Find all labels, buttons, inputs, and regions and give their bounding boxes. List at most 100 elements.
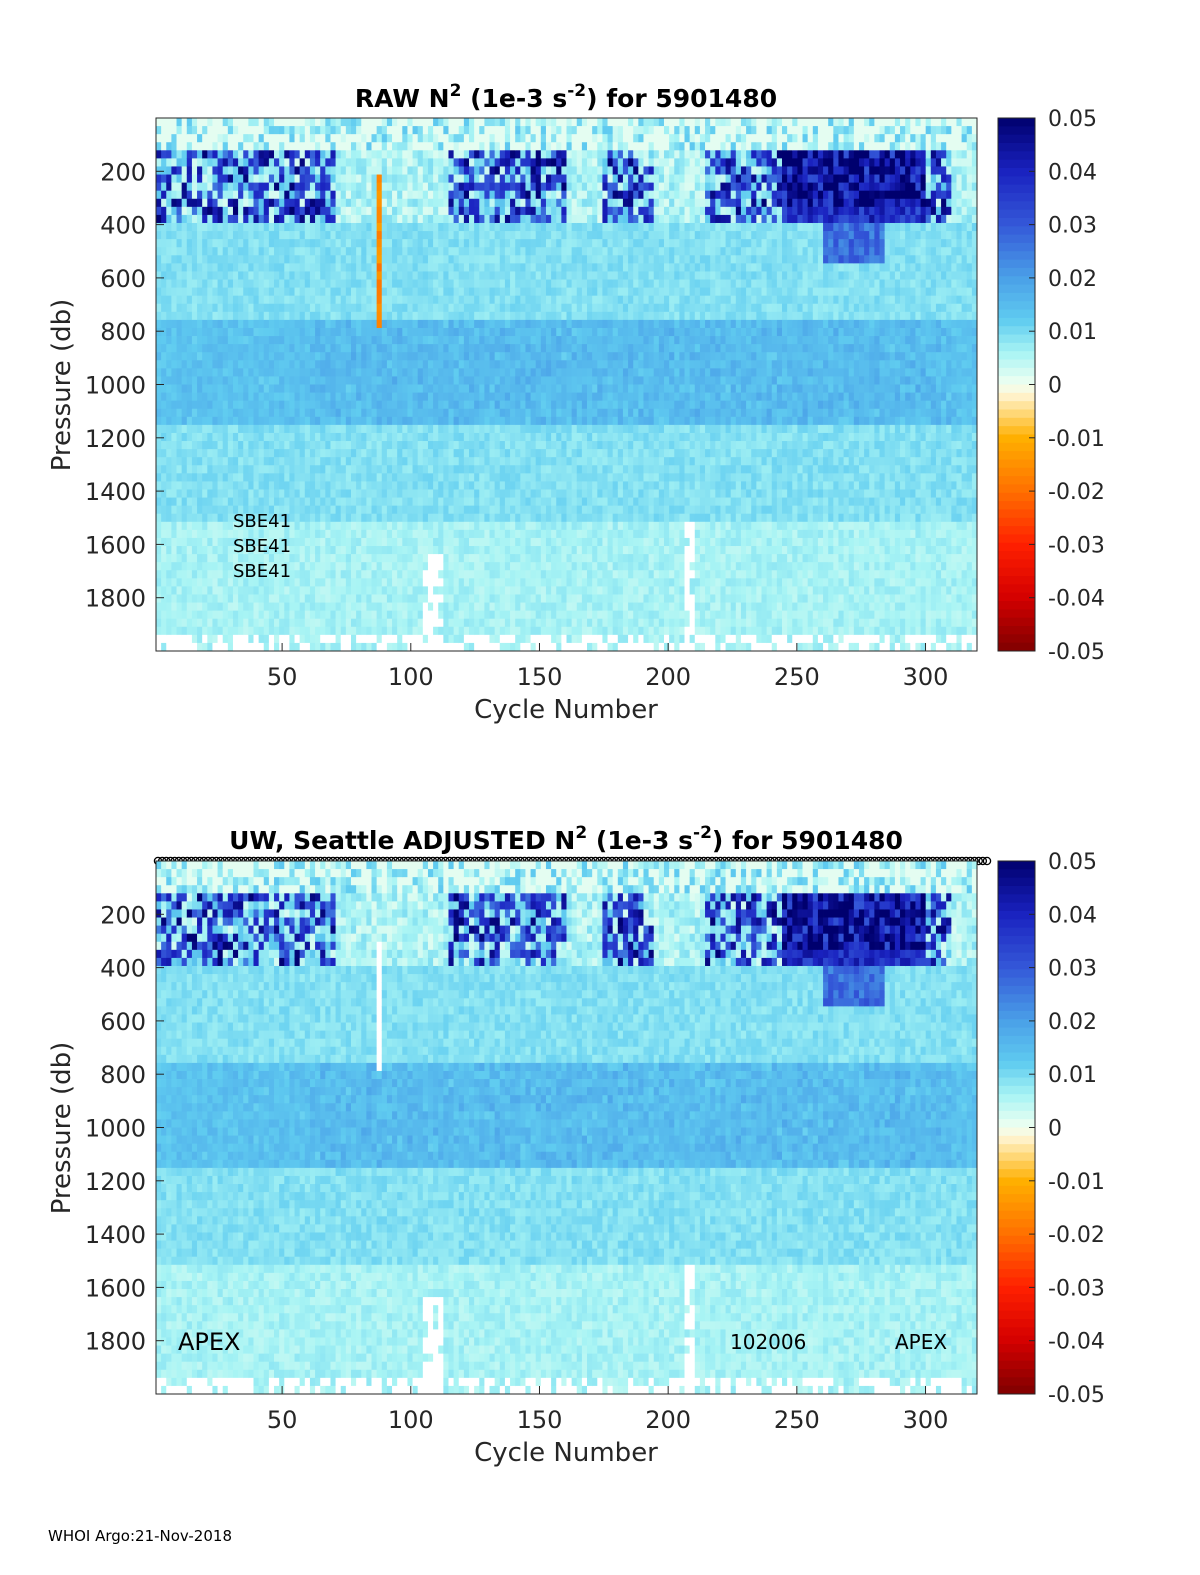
heatmap-cell: [407, 602, 413, 612]
heatmap-cell: [356, 344, 362, 353]
heatmap-cell: [515, 626, 521, 636]
heatmap-cell: [397, 618, 403, 628]
heatmap-cell: [166, 529, 172, 539]
heatmap-cell: [448, 263, 455, 272]
heatmap-cell: [320, 578, 326, 587]
heatmap-cell: [340, 239, 347, 248]
heatmap-cell: [207, 537, 213, 547]
heatmap-cell: [443, 263, 449, 272]
heatmap-cell: [315, 554, 321, 563]
heatmap-cell: [274, 424, 280, 434]
heatmap-cell: [171, 344, 177, 353]
heatmap-cell: [253, 336, 260, 345]
heatmap-cell: [381, 360, 388, 369]
heatmap-cell: [397, 642, 403, 652]
heatmap-cell: [161, 134, 167, 143]
heatmap-cell: [499, 642, 506, 652]
heatmap-cell: [402, 206, 408, 216]
heatmap-cell: [443, 166, 449, 175]
heatmap-cell: [171, 198, 177, 208]
heatmap-cell: [325, 142, 331, 151]
heatmap-cell: [335, 408, 342, 418]
heatmap-cell: [222, 134, 229, 143]
heatmap-cell: [274, 239, 280, 248]
heatmap-cell: [304, 190, 311, 200]
heatmap-cell: [284, 537, 290, 547]
heatmap-cell: [474, 634, 480, 644]
heatmap-cell: [530, 610, 537, 620]
heatmap-cell: [304, 336, 311, 345]
heatmap-cell: [217, 505, 224, 515]
heatmap-cell: [489, 618, 496, 628]
heatmap-cell: [504, 295, 511, 305]
heatmap-cell: [361, 336, 367, 345]
heatmap-cell: [202, 360, 208, 369]
heatmap-cell: [438, 344, 444, 353]
heatmap-cell: [335, 537, 342, 547]
heatmap-cell: [525, 150, 531, 159]
heatmap-cell: [330, 182, 336, 192]
heatmap-cell: [525, 368, 531, 377]
heatmap-cell: [156, 505, 162, 515]
heatmap-cell: [422, 263, 429, 272]
heatmap-cell: [258, 206, 265, 216]
heatmap-cell: [345, 513, 352, 523]
heatmap-cell: [299, 182, 306, 192]
heatmap-cell: [309, 392, 316, 402]
heatmap-cell: [402, 222, 408, 232]
heatmap-cell: [315, 537, 321, 547]
heatmap-cell: [515, 158, 521, 167]
heatmap-cell: [186, 529, 193, 539]
heatmap-cell: [274, 554, 280, 563]
heatmap-cell: [458, 424, 465, 434]
heatmap-cell: [222, 618, 229, 628]
heatmap-cell: [222, 424, 229, 434]
heatmap-cell: [535, 311, 542, 321]
heatmap-cell: [510, 311, 516, 321]
heatmap-cell: [248, 570, 254, 579]
heatmap-cell: [402, 473, 408, 482]
heatmap-cell: [212, 206, 218, 216]
heatmap-cell: [274, 352, 280, 361]
heatmap-cell: [535, 554, 542, 563]
heatmap-cell: [309, 327, 316, 337]
heatmap-cell: [294, 344, 301, 353]
heatmap-cell: [515, 432, 521, 442]
heatmap-cell: [350, 150, 357, 159]
heatmap-cell: [166, 368, 172, 377]
heatmap-cell: [263, 336, 270, 345]
heatmap-cell: [258, 311, 265, 321]
heatmap-cell: [356, 376, 362, 385]
heatmap-cell: [304, 424, 311, 434]
heatmap-cell: [202, 554, 208, 563]
heatmap-cell: [397, 537, 403, 547]
heatmap-cell: [315, 416, 321, 426]
heatmap-cell: [330, 214, 336, 224]
heatmap-cell: [499, 505, 506, 515]
heatmap-cell: [535, 263, 542, 272]
heatmap-cell: [356, 578, 362, 587]
heatmap-cell: [381, 214, 388, 224]
heatmap-cell: [469, 118, 475, 127]
heatmap-cell: [340, 384, 347, 393]
heatmap-cell: [222, 287, 229, 297]
heatmap-cell: [417, 513, 424, 523]
heatmap-cell: [397, 134, 403, 143]
heatmap-cell: [202, 182, 208, 192]
heatmap-cell: [191, 368, 198, 377]
heatmap-cell: [412, 126, 419, 135]
heatmap-cell: [381, 489, 388, 498]
heatmap-cell: [232, 384, 239, 393]
heatmap-cell: [510, 626, 516, 636]
heatmap-cell: [366, 602, 372, 612]
heatmap-cell: [402, 279, 408, 288]
heatmap-cell: [525, 344, 531, 353]
heatmap-cell: [402, 586, 408, 595]
heatmap-cell: [407, 263, 413, 272]
heatmap-cell: [386, 626, 393, 636]
heatmap-cell: [525, 311, 531, 321]
heatmap-cell: [469, 198, 475, 208]
heatmap-cell: [479, 481, 485, 490]
heatmap-cell: [320, 263, 326, 272]
heatmap-cell: [443, 327, 449, 337]
